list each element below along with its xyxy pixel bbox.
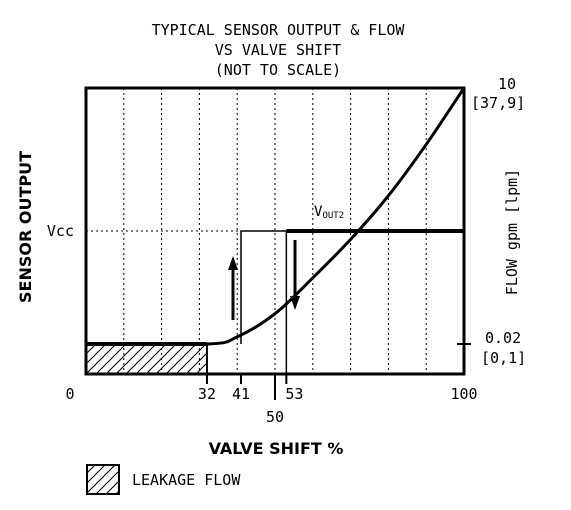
x-tick-label: 41 [232,385,250,403]
right-tick-sublabel: [37,9] [471,94,525,112]
leakage-area [85,343,208,375]
chart-title-line-1: TYPICAL SENSOR OUTPUT & FLOW [152,21,406,39]
legend-swatch-leakage [86,464,120,495]
x-axis-label: VALVE SHIFT % [209,439,344,458]
legend-label-leakage: LEAKAGE FLOW [132,471,241,489]
x-tick-label: 53 [285,385,303,403]
x-tick-label: 50 [266,408,284,426]
x-tick-label: 0 [65,385,74,403]
sensor-output-series [240,229,464,374]
legend: LEAKAGE FLOW [86,464,241,495]
left-tick-label: Vcc [47,222,74,240]
y-axis-left-label: SENSOR OUTPUT [16,151,35,303]
leakage-hatch-area [85,343,208,375]
vout2-label-sub: OUT2 [322,211,344,221]
flow-curve [206,87,466,346]
chart-title-line-2: VS VALVE SHIFT [215,41,341,59]
vout2-label-main: V [314,204,323,220]
right-tick-sublabel: [0,1] [481,349,526,367]
flow-series [86,87,466,346]
left-axis-ticks: Vcc [47,222,241,240]
x-tick-label: 100 [450,385,477,403]
y-axis-right-label: FLOW gpm [lpm] [503,169,521,295]
vout2-label: VOUT2 [314,204,344,221]
right-tick-label: 0.02 [485,329,521,347]
chart-title-line-3: (NOT TO SCALE) [215,61,341,79]
vout2-rising-path [240,230,287,344]
x-tick-label: 32 [198,385,216,403]
rising-arrow [228,256,238,320]
falling-arrow [290,240,300,310]
right-tick-label: 10 [498,75,516,93]
right-axis-ticks: 10[37,9] 0.02 [0,1] [457,75,526,367]
